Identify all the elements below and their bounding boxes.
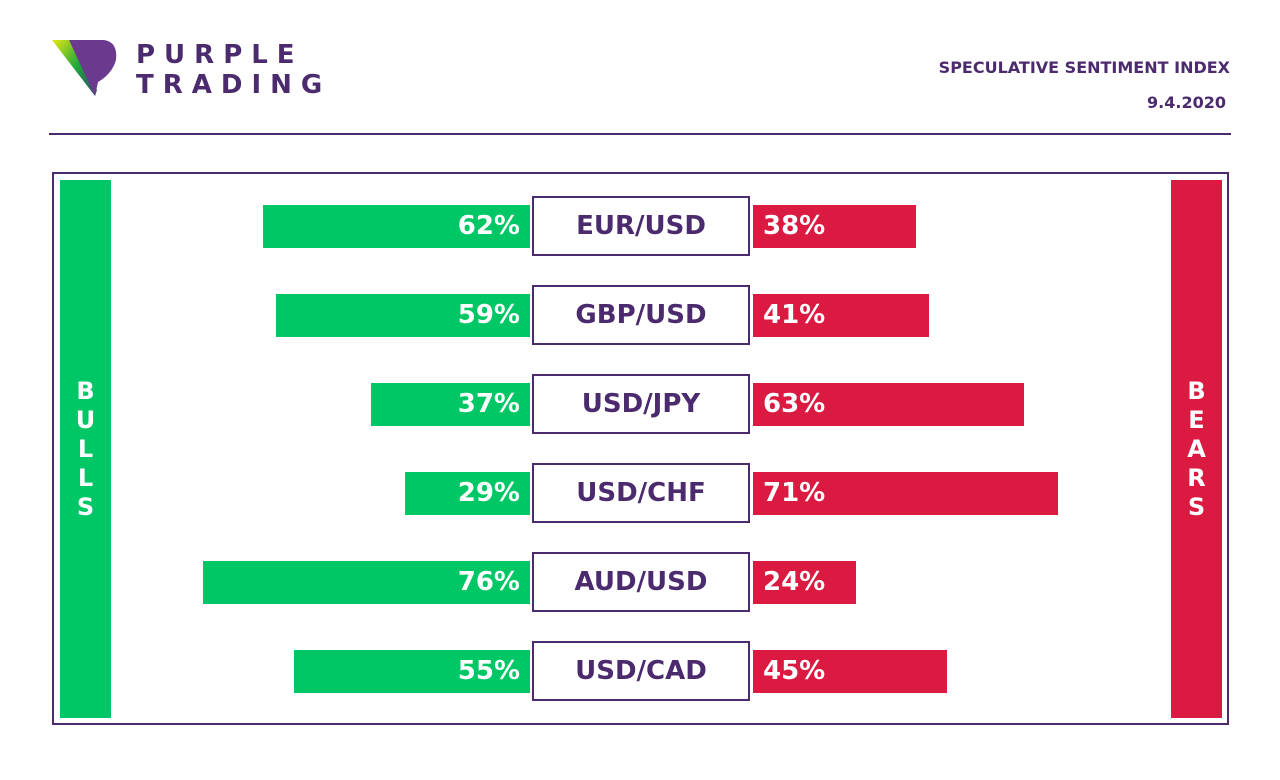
bulls-bar: 37% (370, 383, 530, 426)
bulls-bar: 55% (293, 650, 530, 693)
bears-strip: BEARS (1171, 180, 1222, 718)
pair-label: USD/JPY (532, 374, 750, 434)
bulls-bar: 29% (405, 472, 530, 515)
purple-trading-logo (52, 40, 117, 96)
chart-frame (52, 172, 1229, 725)
pair-label: EUR/USD (532, 196, 750, 256)
bears-bar: 41% (753, 294, 930, 337)
brand-line2: TRADING (136, 70, 332, 100)
bulls-bar: 76% (203, 561, 530, 604)
bulls-strip: BULLS (60, 180, 111, 718)
bears-bar: 24% (753, 561, 857, 604)
chart-date: 9.4.2020 (1147, 93, 1226, 112)
bears-label: BEARS (1187, 376, 1206, 521)
pair-label: USD/CHF (532, 463, 750, 523)
brand-name: PURPLE TRADING (136, 40, 331, 100)
bulls-bar: 62% (263, 205, 530, 248)
header-divider (49, 133, 1231, 135)
chart-title: SPECULATIVE SENTIMENT INDEX (938, 58, 1230, 77)
bears-bar: 71% (753, 472, 1059, 515)
bears-bar: 38% (753, 205, 917, 248)
bears-bar: 45% (753, 650, 947, 693)
brand-line1: PURPLE (136, 40, 304, 70)
pair-label: AUD/USD (532, 552, 750, 612)
bulls-bar: 59% (276, 294, 530, 337)
pair-label: GBP/USD (532, 285, 750, 345)
bulls-label: BULLS (75, 376, 96, 521)
bears-bar: 63% (753, 383, 1024, 426)
pair-label: USD/CAD (532, 641, 750, 701)
